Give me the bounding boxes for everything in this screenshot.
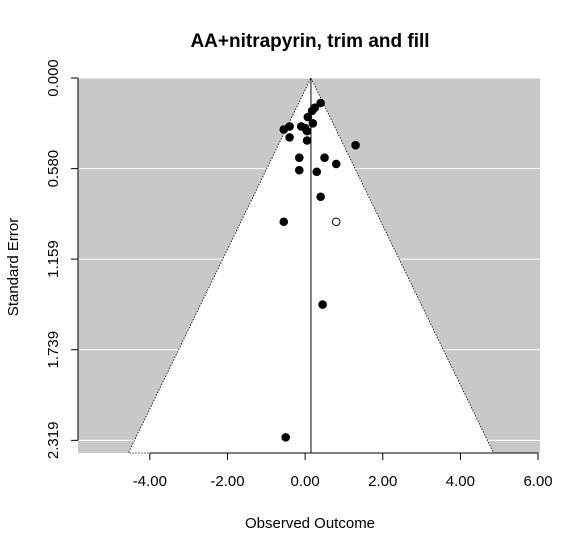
study-point-0 (316, 98, 325, 108)
imputed-point (331, 217, 341, 227)
y-tick-label-2: 1.159 (45, 240, 62, 278)
data-points (279, 98, 360, 442)
study-point-8 (279, 125, 289, 134)
study-point-14 (320, 153, 329, 162)
y-tick-label-1: 0.580 (45, 150, 62, 188)
study-point-18 (316, 192, 325, 202)
study-point-10 (285, 133, 294, 142)
study-point-16 (294, 165, 304, 175)
study-point-20 (318, 300, 327, 309)
x-axis-label: Observed Outcome (245, 515, 375, 532)
y-tick-label-3: 1.739 (45, 331, 62, 369)
chart-title: AA+nitrapyrin, trim and fill (190, 31, 429, 52)
study-point-4 (308, 119, 318, 128)
x-tick-label-3: 2.00 (368, 473, 397, 490)
x-tick-label-4: 4.00 (446, 473, 475, 490)
study-point-2 (307, 106, 317, 116)
x-tick-label-0: -4.00 (133, 473, 167, 490)
study-point-19 (279, 217, 289, 227)
y-tick-label-0: 0.000 (45, 59, 62, 97)
study-point-21 (281, 433, 291, 442)
study-point-17 (312, 167, 322, 177)
study-point-9 (302, 126, 312, 136)
study-point-3 (303, 112, 313, 122)
x-axis: -4.00 -2.00 0.00 2.00 4.00 6.00 (133, 452, 553, 490)
study-point-12 (351, 140, 360, 150)
y-tick-label-4: 2.319 (45, 422, 62, 460)
y-axis-label: Standard Error (5, 218, 22, 316)
x-tick-label-1: -2.00 (210, 473, 244, 490)
study-point-11 (302, 136, 312, 145)
x-tick-label-5: 6.00 (523, 473, 552, 490)
study-point-13 (294, 153, 304, 162)
study-point-15 (331, 159, 341, 169)
y-axis: 0.000 0.580 1.159 1.739 2.319 (45, 59, 79, 460)
x-tick-label-2: 0.00 (291, 473, 320, 490)
